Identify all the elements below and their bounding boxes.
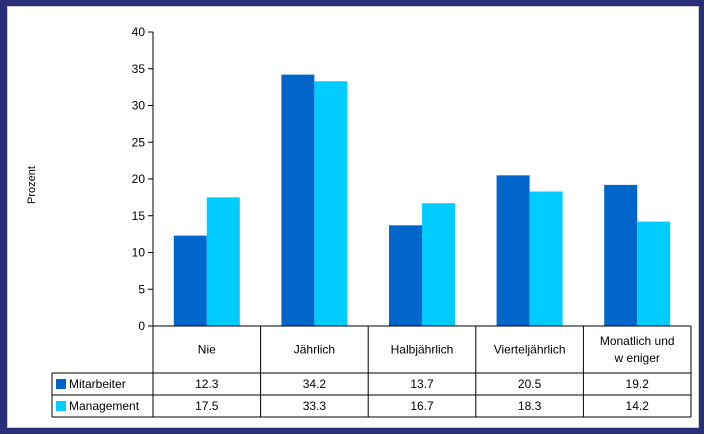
bar-management [529,191,563,326]
table-cell: 14.2 [626,399,650,413]
bar-mitarbeiter [496,175,530,326]
bar-mitarbeiter [604,184,638,326]
bar-management [637,221,671,326]
y-axis-label: Prozent [26,166,38,204]
bar-mitarbeiter [389,225,422,326]
bar-management [314,81,348,327]
bar-mitarbeiter [173,235,207,326]
bar-management [206,197,240,326]
y-tick-label: 10 [132,246,146,260]
legend-key-mitarbeiter [56,379,66,389]
row-label: Management [69,399,140,413]
bar-mitarbeiter [281,74,315,326]
legend-key-management [56,401,66,411]
table-cell: 19.2 [626,377,650,391]
y-axis: 0 5 10 15 20 25 30 35 40 [132,25,154,333]
y-tick-label: 40 [132,25,146,39]
y-tick-label: 5 [138,282,145,296]
data-table: Nie Jährlich Halbjährlich Vierteljährlich Mo… [51,325,692,418]
y-tick-label: 15 [132,209,146,223]
bars [173,74,671,327]
table-cell: 34.2 [303,377,327,391]
table-cell: 12.3 [195,377,219,391]
table-cell: 17.5 [195,399,219,413]
table-cell: 18.3 [518,399,542,413]
category-label: Nie [198,343,216,357]
table-cell: 16.7 [410,399,434,413]
bar-management [422,203,455,326]
table-cell: 13.7 [410,377,434,391]
category-label: Halbjährlich [391,343,454,357]
category-label: Monatlich und w eniger [600,334,675,365]
category-label: Vierteljährlich [494,343,566,357]
y-tick-label: 30 [132,99,146,113]
chart-svg: 0 5 10 15 20 25 30 35 40 Nie Jährlich Halbjährlich… [26,25,692,418]
table-cell: 33.3 [303,399,327,413]
y-tick-label: 35 [132,62,146,76]
row-label: Mitarbeiter [69,377,126,391]
category-label: Jährlich [294,343,335,357]
table-cell: 20.5 [518,377,542,391]
y-tick-label: 0 [138,319,145,333]
y-tick-label: 20 [132,172,146,186]
chart-panel: 0 5 10 15 20 25 30 35 40 Nie Jährlich Halbjährlich… [7,6,699,428]
y-tick-label: 25 [132,135,146,149]
